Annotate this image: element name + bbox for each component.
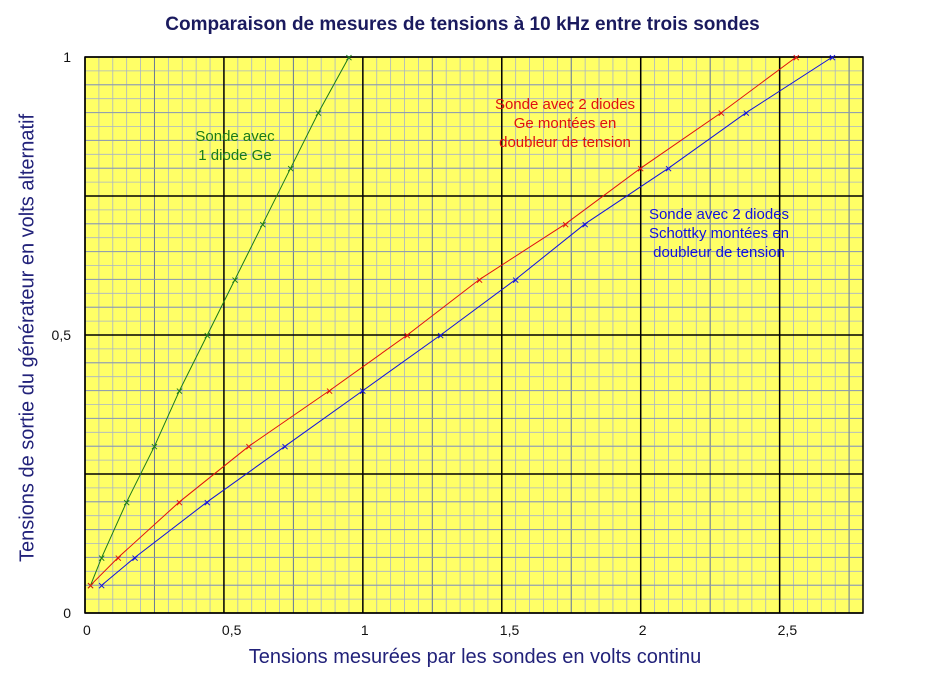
data-point-1: × [123,495,131,510]
x-tick-label: 0,5 [222,622,242,638]
data-point-2: × [476,272,484,287]
annotation-2-line: Sonde avec 2 diodes [495,96,635,113]
annotation-1-line: 1 diode Ge [198,147,271,164]
data-point-3: × [131,550,139,565]
data-point-1: × [287,161,295,176]
data-point-1: × [345,50,353,65]
y-tick-label: 0,5 [52,327,72,343]
annotation-2-line: Ge montées en [514,115,617,132]
chart-title: Comparaison de mesures de tensions à 10 … [165,14,760,35]
plot-frame [84,56,864,614]
data-point-3: × [437,328,445,343]
data-point-3: × [829,50,837,65]
annotation-3-line: Schottky montées en [649,225,789,242]
y-axis-label: Tensions de sortie du générateur en volt… [16,113,39,563]
data-point-3: × [581,217,589,232]
data-point-2: × [245,439,253,454]
data-point-3: × [359,384,367,399]
data-point-3: × [512,272,520,287]
data-point-3: × [203,495,211,510]
series-line-2 [90,56,797,586]
annotation-1-line: Sonde avec [195,128,275,145]
annotation-3-line: Sonde avec 2 diodes [649,206,789,223]
data-point-1: × [259,217,267,232]
x-axis-label: Tensions mesurées par les sondes en volt… [248,646,702,668]
data-point-2: × [176,495,184,510]
data-point-3: × [665,161,673,176]
data-point-2: × [115,550,123,565]
data-point-1: × [98,550,106,565]
data-point-1: × [203,328,211,343]
data-point-1: × [176,384,184,399]
data-point-3: × [743,106,751,121]
x-tick-label: 0 [83,622,91,638]
data-point-2: × [637,161,645,176]
x-tick-label: 1 [361,622,369,638]
data-point-2: × [793,50,801,65]
data-point-1: × [151,439,159,454]
data-point-2: × [326,384,334,399]
data-point-3: × [281,439,289,454]
x-tick-label: 1,5 [500,622,520,638]
annotation-2-line: doubleur de tension [499,134,631,151]
data-point-3: × [98,578,106,593]
data-point-1: × [231,272,239,287]
data-point-1: × [315,106,323,121]
data-point-2: × [87,578,95,593]
data-point-2: × [404,328,412,343]
x-tick-label: 2,5 [778,622,798,638]
series-line-1 [90,56,350,586]
x-tick-label: 2 [639,622,647,638]
y-tick-label: 1 [63,49,71,65]
data-point-2: × [562,217,570,232]
data-point-2: × [717,106,725,121]
data-point-1: × [87,578,95,593]
annotation-3-line: doubleur de tension [653,244,785,261]
series-line-3 [101,56,833,586]
y-tick-label: 0 [63,605,71,621]
